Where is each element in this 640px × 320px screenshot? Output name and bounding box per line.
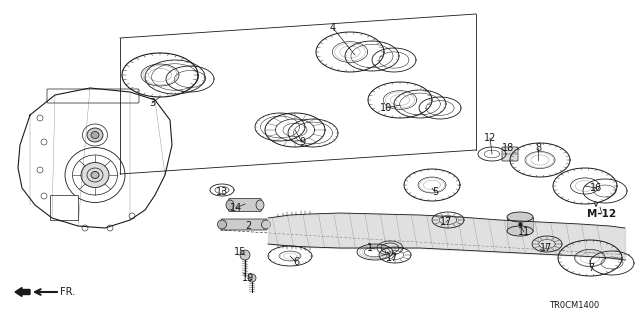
Text: 1: 1 (367, 243, 373, 253)
Text: 10: 10 (380, 103, 392, 113)
Ellipse shape (87, 128, 103, 142)
Text: 16: 16 (590, 183, 602, 193)
Text: 17: 17 (386, 253, 398, 263)
Ellipse shape (81, 163, 109, 188)
Text: 17: 17 (540, 243, 552, 253)
Circle shape (129, 213, 135, 219)
FancyBboxPatch shape (228, 198, 262, 212)
Text: 11: 11 (518, 227, 530, 237)
Circle shape (248, 274, 256, 282)
Circle shape (107, 225, 113, 231)
Circle shape (240, 250, 250, 260)
Circle shape (41, 193, 47, 199)
Ellipse shape (262, 220, 271, 229)
Text: 14: 14 (230, 203, 242, 213)
Text: FR.: FR. (60, 287, 76, 297)
Text: 12: 12 (484, 133, 496, 143)
Text: 17: 17 (440, 217, 452, 227)
Circle shape (82, 225, 88, 231)
Text: 4: 4 (330, 23, 336, 33)
Text: 5: 5 (432, 187, 438, 197)
FancyBboxPatch shape (50, 195, 78, 220)
Text: 18: 18 (502, 143, 514, 153)
Circle shape (37, 167, 43, 173)
Text: TR0CM1400: TR0CM1400 (549, 301, 599, 310)
Ellipse shape (507, 226, 533, 236)
Text: 6: 6 (293, 257, 299, 267)
Text: 15: 15 (234, 247, 246, 257)
Text: 8: 8 (535, 143, 541, 153)
Circle shape (41, 139, 47, 145)
FancyBboxPatch shape (221, 219, 267, 230)
Text: 3: 3 (149, 98, 155, 108)
FancyArrow shape (15, 287, 30, 297)
FancyBboxPatch shape (502, 147, 518, 161)
FancyBboxPatch shape (507, 217, 533, 231)
Text: 7: 7 (588, 263, 594, 273)
Text: 19: 19 (242, 273, 254, 283)
Ellipse shape (507, 212, 533, 222)
Text: 2: 2 (245, 221, 251, 231)
Ellipse shape (256, 200, 264, 210)
Text: 9: 9 (299, 137, 305, 147)
Ellipse shape (218, 220, 227, 229)
Ellipse shape (91, 172, 99, 179)
Text: 13: 13 (216, 187, 228, 197)
Circle shape (57, 215, 63, 221)
Circle shape (37, 115, 43, 121)
Ellipse shape (91, 132, 99, 139)
Text: M-12: M-12 (588, 209, 616, 219)
Ellipse shape (226, 200, 234, 210)
